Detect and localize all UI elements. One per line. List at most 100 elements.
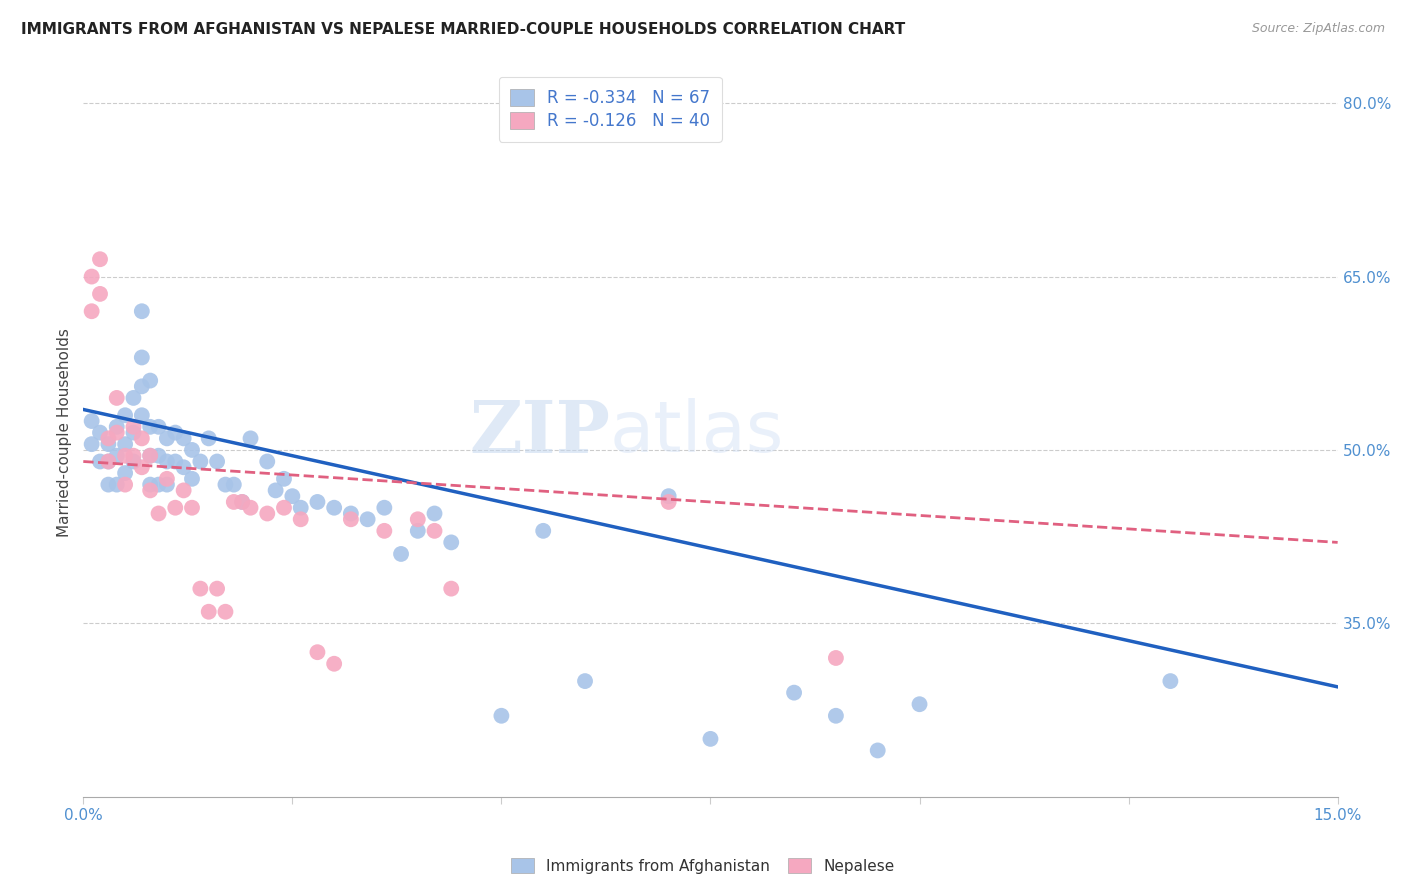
Point (173, 460, 195, 475)
Point (290, 500, 312, 515)
Point (89, 252, 111, 267)
Point (80, 269, 103, 284)
Point (273, 500, 295, 515)
Point (423, 524, 446, 538)
Point (105, 425, 128, 440)
Point (574, 674, 596, 689)
Point (97, 431, 120, 445)
Point (406, 512, 429, 526)
Point (80, 414, 103, 428)
Point (148, 419, 170, 434)
Y-axis label: Married-couple Households: Married-couple Households (58, 328, 72, 537)
Point (156, 472, 179, 486)
Point (866, 743, 889, 757)
Point (131, 460, 153, 475)
Text: Source: ZipAtlas.com: Source: ZipAtlas.com (1251, 22, 1385, 36)
Point (323, 500, 346, 515)
Point (197, 605, 219, 619)
Text: ZIP: ZIP (470, 397, 610, 468)
Point (105, 449, 128, 463)
Point (181, 472, 204, 486)
Point (131, 304, 153, 318)
Point (181, 442, 204, 457)
Point (222, 477, 245, 491)
Point (105, 391, 128, 405)
Point (231, 495, 253, 509)
Point (389, 547, 412, 561)
Point (290, 512, 312, 526)
Point (131, 351, 153, 365)
Point (139, 419, 162, 434)
Legend: Immigrants from Afghanistan, Nepalese: Immigrants from Afghanistan, Nepalese (505, 852, 901, 880)
Point (307, 495, 329, 509)
Point (658, 495, 681, 509)
Point (80, 437, 103, 451)
Point (165, 425, 187, 440)
Point (825, 651, 848, 665)
Point (156, 477, 179, 491)
Point (239, 500, 262, 515)
Point (97, 454, 120, 468)
Point (356, 512, 378, 526)
Point (114, 466, 136, 480)
Point (97, 437, 120, 451)
Point (181, 500, 204, 515)
Point (139, 483, 162, 498)
Point (114, 437, 136, 451)
Point (205, 582, 228, 596)
Point (256, 507, 278, 521)
Point (131, 379, 153, 393)
Point (139, 477, 162, 491)
Point (114, 477, 136, 491)
Point (122, 425, 145, 440)
Point (323, 657, 346, 671)
Point (173, 431, 195, 445)
Point (373, 500, 395, 515)
Point (89, 286, 111, 301)
Point (131, 431, 153, 445)
Point (139, 449, 162, 463)
Point (373, 524, 395, 538)
Point (148, 477, 170, 491)
Point (80, 304, 103, 318)
Point (423, 507, 446, 521)
Point (783, 686, 806, 700)
Point (406, 524, 429, 538)
Point (122, 454, 145, 468)
Point (440, 582, 463, 596)
Point (114, 409, 136, 423)
Text: atlas: atlas (610, 398, 785, 467)
Point (139, 374, 162, 388)
Point (214, 605, 236, 619)
Point (205, 454, 228, 468)
Point (307, 645, 329, 659)
Point (190, 454, 212, 468)
Point (105, 419, 128, 434)
Point (97, 454, 120, 468)
Point (256, 454, 278, 468)
Point (156, 431, 179, 445)
Point (340, 507, 363, 521)
Point (122, 391, 145, 405)
Point (1159, 674, 1181, 689)
Point (114, 449, 136, 463)
Point (908, 697, 931, 711)
Point (148, 507, 170, 521)
Point (156, 454, 179, 468)
Point (122, 449, 145, 463)
Point (197, 431, 219, 445)
Point (139, 449, 162, 463)
Point (699, 731, 721, 746)
Point (165, 500, 187, 515)
Point (214, 477, 236, 491)
Point (239, 431, 262, 445)
Point (190, 582, 212, 596)
Point (231, 495, 253, 509)
Point (97, 477, 120, 491)
Point (440, 535, 463, 549)
Point (105, 477, 128, 491)
Point (340, 512, 363, 526)
Point (264, 483, 287, 498)
Point (658, 489, 681, 503)
Point (148, 449, 170, 463)
